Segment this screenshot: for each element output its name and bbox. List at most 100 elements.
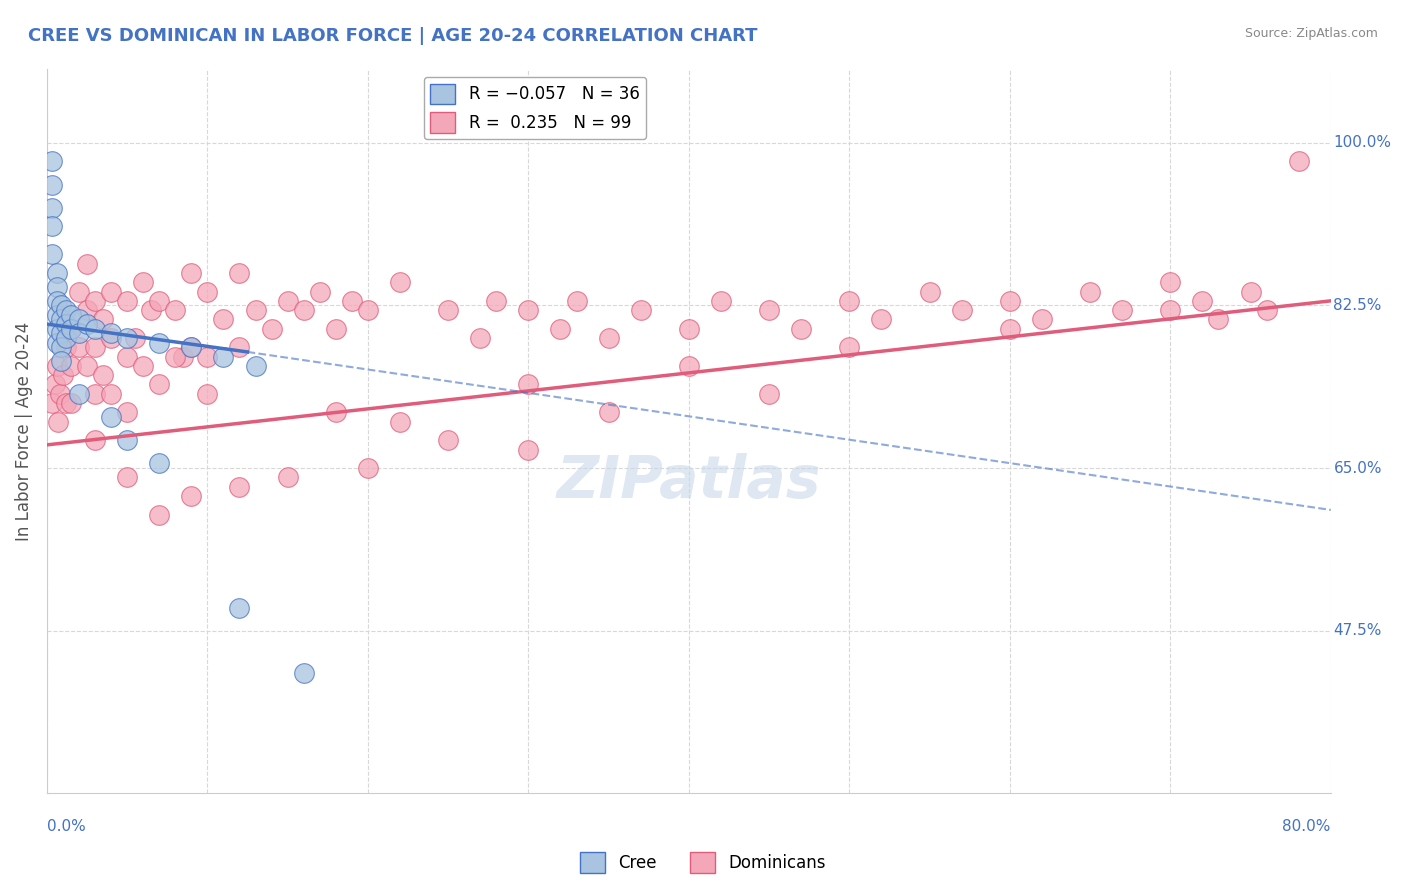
Point: [598, 405, 620, 419]
Point: [470, 331, 492, 345]
Point: [838, 293, 860, 308]
Point: [165, 303, 187, 318]
Point: [124, 331, 146, 345]
Point: [195, 285, 218, 299]
Point: [357, 303, 380, 318]
Point: [277, 293, 299, 308]
Point: [228, 600, 250, 615]
Point: [598, 331, 620, 345]
Point: [59, 308, 82, 322]
Point: [550, 322, 572, 336]
Point: [59, 322, 82, 336]
Point: [55, 340, 77, 354]
Point: [195, 386, 218, 401]
Point: [52, 368, 75, 383]
Point: [790, 322, 813, 336]
Point: [325, 322, 347, 336]
Point: [357, 461, 380, 475]
Point: [172, 350, 194, 364]
Point: [195, 350, 218, 364]
Point: [517, 303, 540, 318]
Point: [148, 457, 170, 471]
Point: [41, 201, 63, 215]
Point: [245, 359, 267, 373]
Point: [59, 396, 82, 410]
Text: 82.5%: 82.5%: [1333, 298, 1382, 313]
Point: [84, 340, 107, 354]
Point: [84, 434, 107, 448]
Point: [115, 350, 138, 364]
Point: [180, 266, 202, 280]
Point: [91, 368, 114, 383]
Point: [838, 340, 860, 354]
Point: [51, 298, 73, 312]
Point: [100, 409, 122, 424]
Text: Source: ZipAtlas.com: Source: ZipAtlas.com: [1244, 27, 1378, 40]
Point: [46, 415, 69, 429]
Point: [115, 434, 138, 448]
Point: [1239, 285, 1261, 299]
Point: [84, 386, 107, 401]
Point: [165, 350, 187, 364]
Point: [1288, 154, 1310, 169]
Point: [678, 322, 700, 336]
Point: [292, 303, 315, 318]
Point: [517, 377, 540, 392]
Legend: Cree, Dominicans: Cree, Dominicans: [574, 846, 832, 880]
Point: [180, 340, 202, 354]
Point: [148, 335, 170, 350]
Text: 100.0%: 100.0%: [1333, 136, 1392, 151]
Point: [565, 293, 588, 308]
Point: [45, 266, 67, 280]
Point: [1256, 303, 1278, 318]
Point: [41, 154, 63, 169]
Text: 80.0%: 80.0%: [1282, 819, 1331, 834]
Point: [41, 219, 63, 234]
Text: CREE VS DOMINICAN IN LABOR FORCE | AGE 20-24 CORRELATION CHART: CREE VS DOMINICAN IN LABOR FORCE | AGE 2…: [28, 27, 758, 45]
Point: [76, 317, 98, 331]
Point: [1078, 285, 1101, 299]
Point: [41, 247, 63, 261]
Point: [710, 293, 733, 308]
Point: [340, 293, 363, 308]
Point: [67, 326, 90, 341]
Point: [59, 359, 82, 373]
Point: [758, 386, 780, 401]
Point: [437, 303, 460, 318]
Point: [91, 312, 114, 326]
Point: [41, 396, 63, 410]
Point: [485, 293, 508, 308]
Point: [67, 312, 90, 326]
Point: [59, 322, 82, 336]
Point: [630, 303, 652, 318]
Point: [100, 326, 122, 341]
Point: [950, 303, 973, 318]
Point: [180, 489, 202, 503]
Point: [41, 178, 63, 192]
Point: [148, 508, 170, 522]
Point: [67, 285, 90, 299]
Point: [51, 312, 73, 326]
Text: 47.5%: 47.5%: [1333, 624, 1382, 639]
Point: [245, 303, 267, 318]
Point: [388, 275, 411, 289]
Point: [55, 331, 77, 345]
Point: [141, 303, 163, 318]
Point: [678, 359, 700, 373]
Point: [84, 322, 107, 336]
Point: [998, 293, 1021, 308]
Point: [1208, 312, 1230, 326]
Point: [55, 396, 77, 410]
Point: [228, 480, 250, 494]
Text: 0.0%: 0.0%: [46, 819, 86, 834]
Point: [1159, 303, 1181, 318]
Point: [45, 293, 67, 308]
Text: 65.0%: 65.0%: [1333, 460, 1382, 475]
Point: [212, 312, 235, 326]
Point: [45, 308, 67, 322]
Point: [45, 280, 67, 294]
Point: [388, 415, 411, 429]
Text: ZIPatlas: ZIPatlas: [557, 453, 821, 510]
Point: [212, 350, 235, 364]
Point: [84, 293, 107, 308]
